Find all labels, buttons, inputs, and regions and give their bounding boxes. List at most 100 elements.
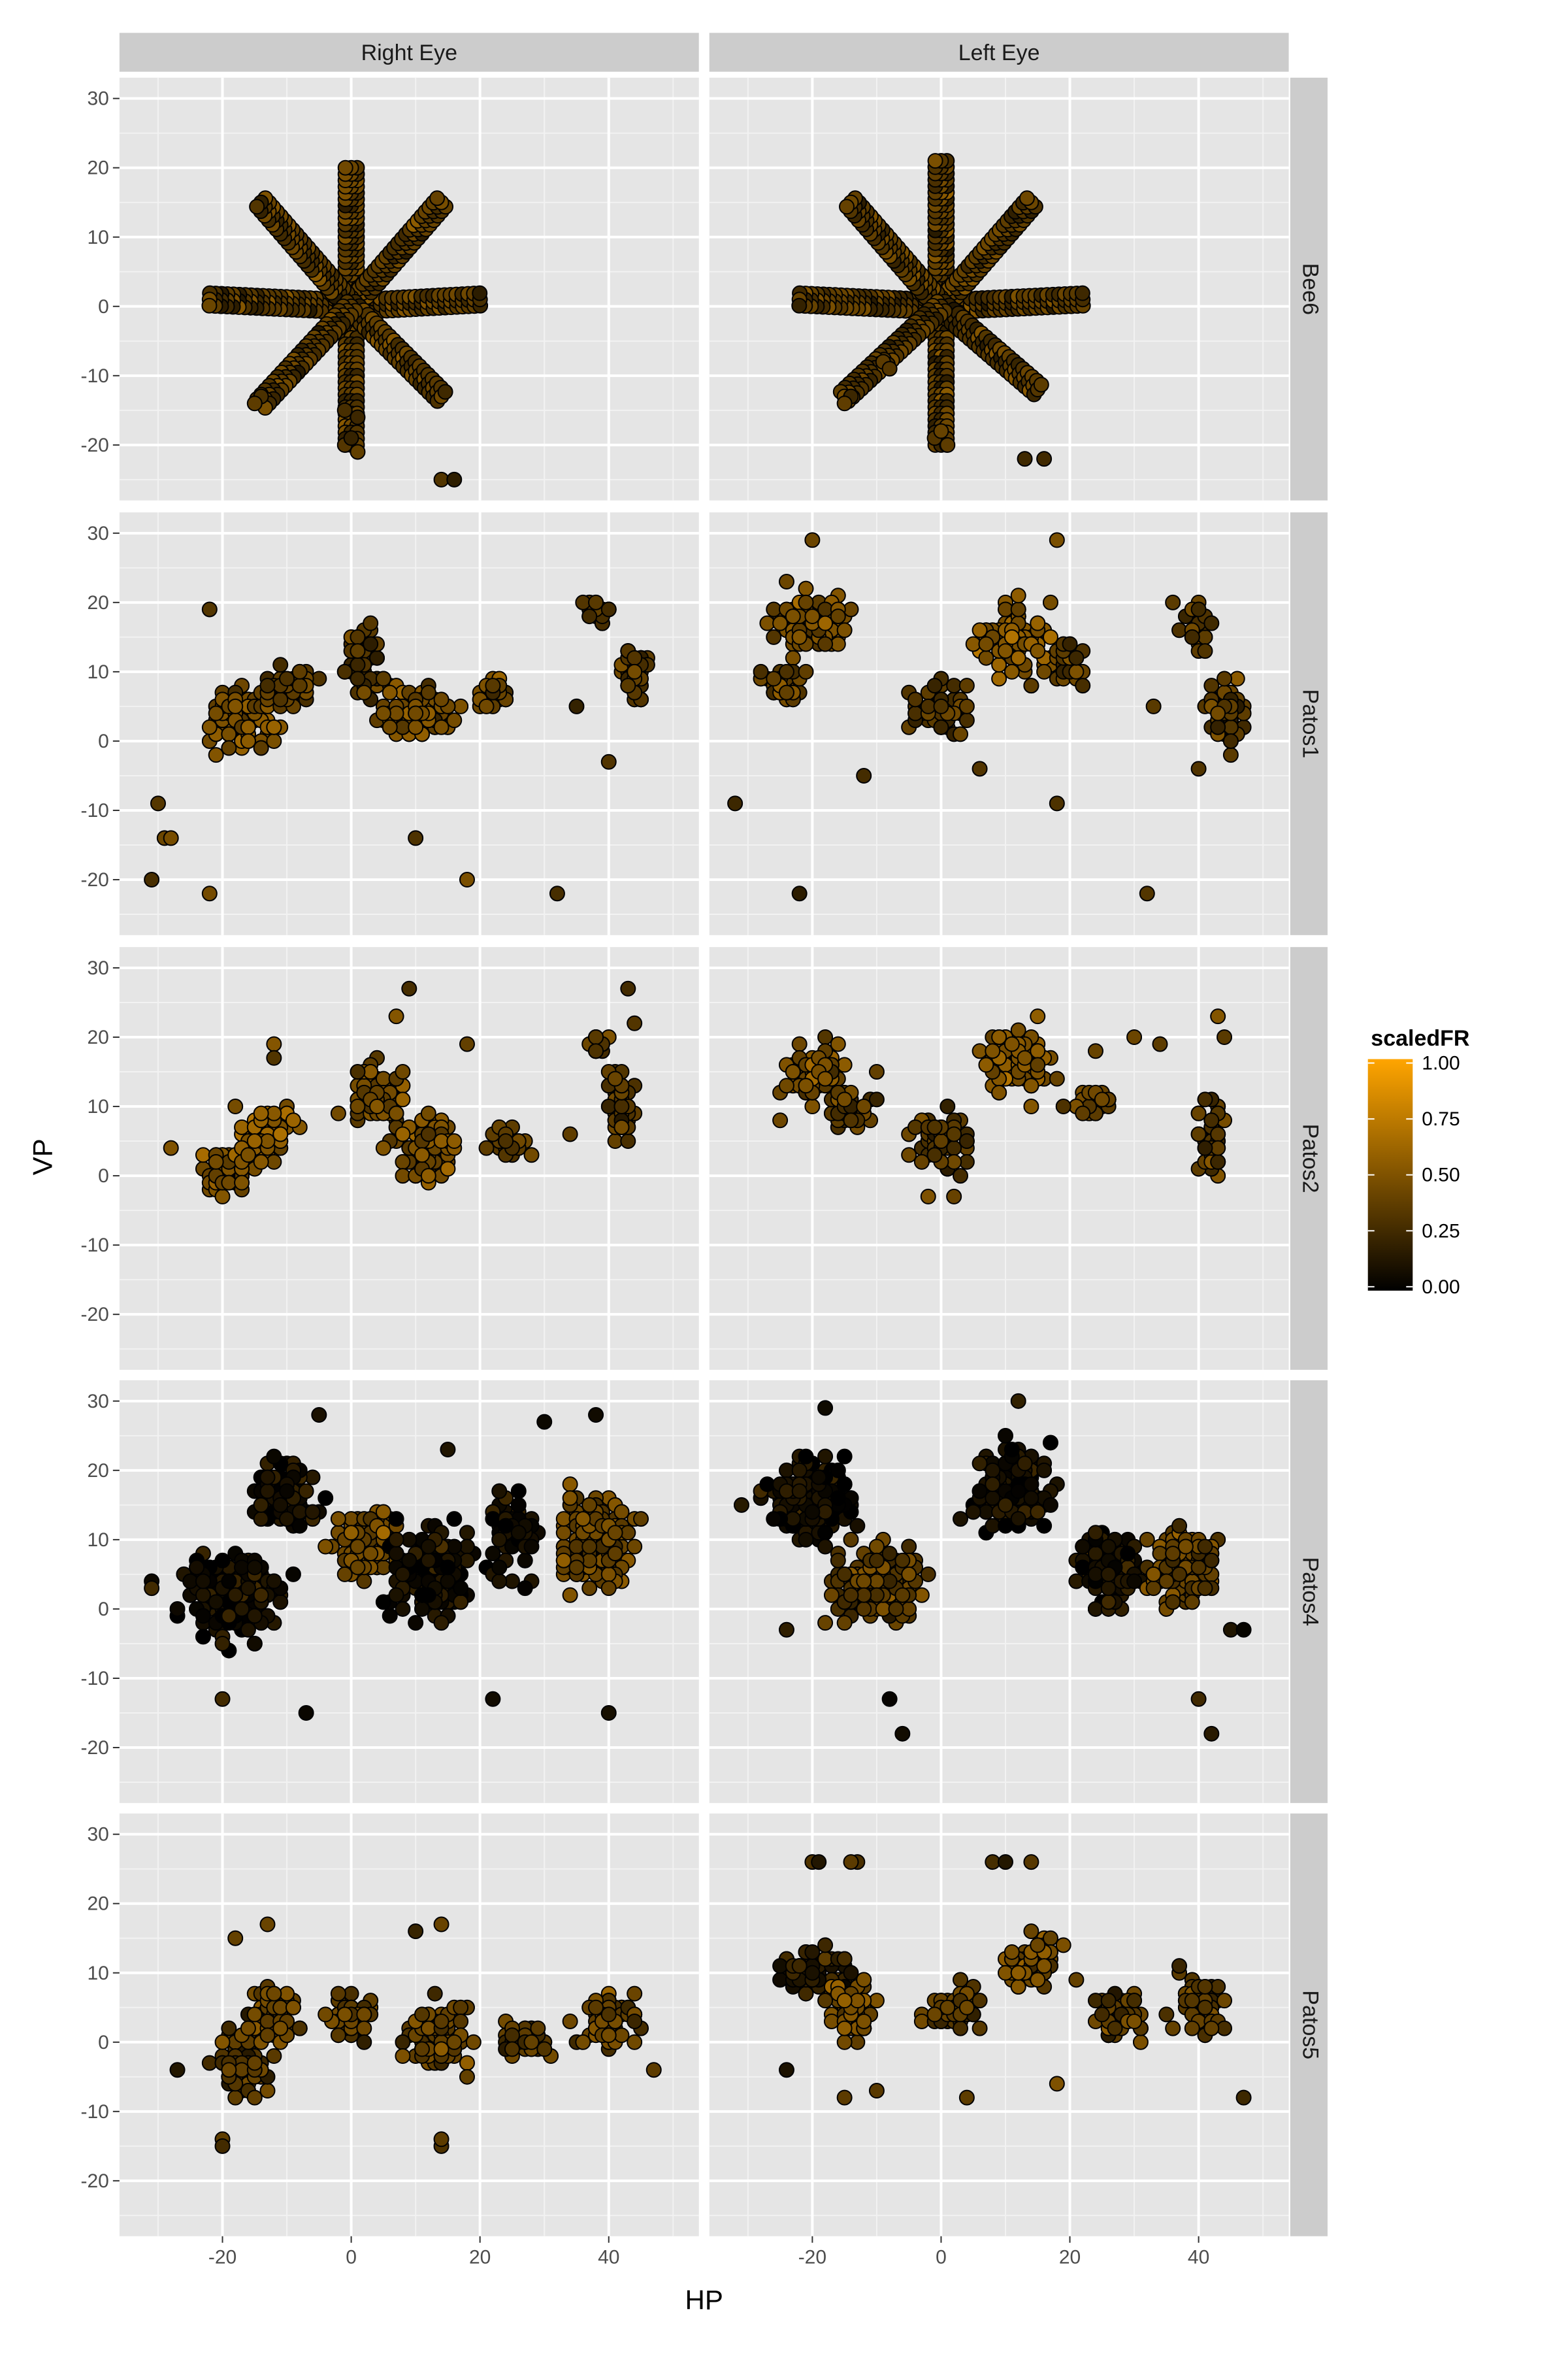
data-point [375,1140,391,1156]
data-point [620,1133,636,1150]
data-point [1184,1993,1200,2009]
data-point [958,1999,975,2016]
data-point [568,1559,585,1576]
data-point [868,1064,885,1080]
data-points [733,1393,1252,1742]
data-point [817,1448,834,1465]
row-strip-label: Patos4 [1298,1557,1322,1626]
data-point [972,2020,988,2036]
data-point [266,1036,282,1052]
data-point [523,1147,540,1163]
data-point [1023,1854,1039,1870]
data-point [1004,663,1020,680]
data-point [953,1972,969,1988]
data-point [939,1999,956,2016]
data-point [1152,1036,1168,1052]
data-point [491,1573,508,1589]
data-point [246,2055,263,2071]
data-point [201,297,218,314]
data-point [1010,1511,1026,1527]
data-point [446,712,463,729]
data-point [972,1043,988,1059]
data-point [375,1559,391,1576]
colorbar-tick-label: 1.00 [1422,1053,1460,1074]
data-point [978,1057,994,1073]
data-point [627,2013,643,2029]
data-point [221,740,237,756]
data-point [926,1119,943,1135]
data-point [978,636,994,652]
data-point [420,1168,436,1184]
data-point [804,532,821,548]
data-point [401,1531,417,1548]
row-strip-label: Bee6 [1298,263,1322,315]
data-point [836,1993,853,2009]
data-point [201,719,218,735]
data-points [772,1008,1233,1204]
data-point [1139,1531,1155,1548]
data-point [1030,1043,1046,1059]
data-point [549,886,565,902]
data-point [1075,678,1091,694]
data-point [581,1538,598,1555]
data-point [811,1469,827,1485]
data-point [1235,2089,1252,2106]
data-point [1132,2034,1149,2050]
data-point [182,1573,199,1589]
data-point [240,1147,256,1163]
data-point [350,409,366,425]
data-point [1023,1078,1039,1094]
data-point [600,1580,617,1597]
data-point [1217,1993,1233,2009]
data-point [1004,629,1020,645]
data-point [491,1531,508,1548]
data-point [1100,1993,1117,2009]
y-tick-label: 20 [87,1460,108,1482]
data-point [395,719,411,735]
data-point [588,1029,604,1045]
data-point [868,1993,885,2009]
data-point [318,2006,334,2023]
data-point [613,1099,630,1115]
data-point [291,2020,308,2036]
data-point [953,2020,969,2036]
data-point [208,705,224,722]
data-point [375,1525,391,1541]
data-point [440,1559,456,1576]
data-point [401,1552,417,1568]
panel-bee6-left-eye [709,77,1289,501]
data-point [208,1594,224,1610]
data-point [588,594,604,610]
data-point [1184,1594,1200,1610]
data-point [613,1504,630,1520]
data-point [562,1476,578,1493]
data-point [388,1511,404,1527]
data-point [798,1448,814,1465]
data-point [953,726,969,742]
data-point [843,1112,859,1129]
data-point [446,1511,463,1527]
data-point [1087,1043,1103,1059]
data-point [791,1483,808,1499]
data-point [259,2083,276,2099]
data-point [633,1511,649,1527]
data-point [600,2006,617,2023]
data-point [785,650,801,666]
data-point [1075,1538,1091,1555]
data-point [266,1448,282,1465]
data-point [804,1965,821,1981]
row-strip-label: Patos1 [1298,689,1322,758]
data-point [453,698,469,714]
data-point [536,2041,553,2057]
data-point [433,1615,449,1631]
data-point [627,1538,643,1555]
data-point [214,1691,231,1707]
data-point [1222,733,1239,749]
data-point [1229,671,1245,687]
data-point [350,643,366,659]
data-point [849,1993,866,2009]
data-point [1100,1538,1117,1555]
row-strip-label: Patos5 [1298,1990,1322,2059]
y-tick-label: -10 [80,1235,108,1256]
data-point [958,678,975,694]
